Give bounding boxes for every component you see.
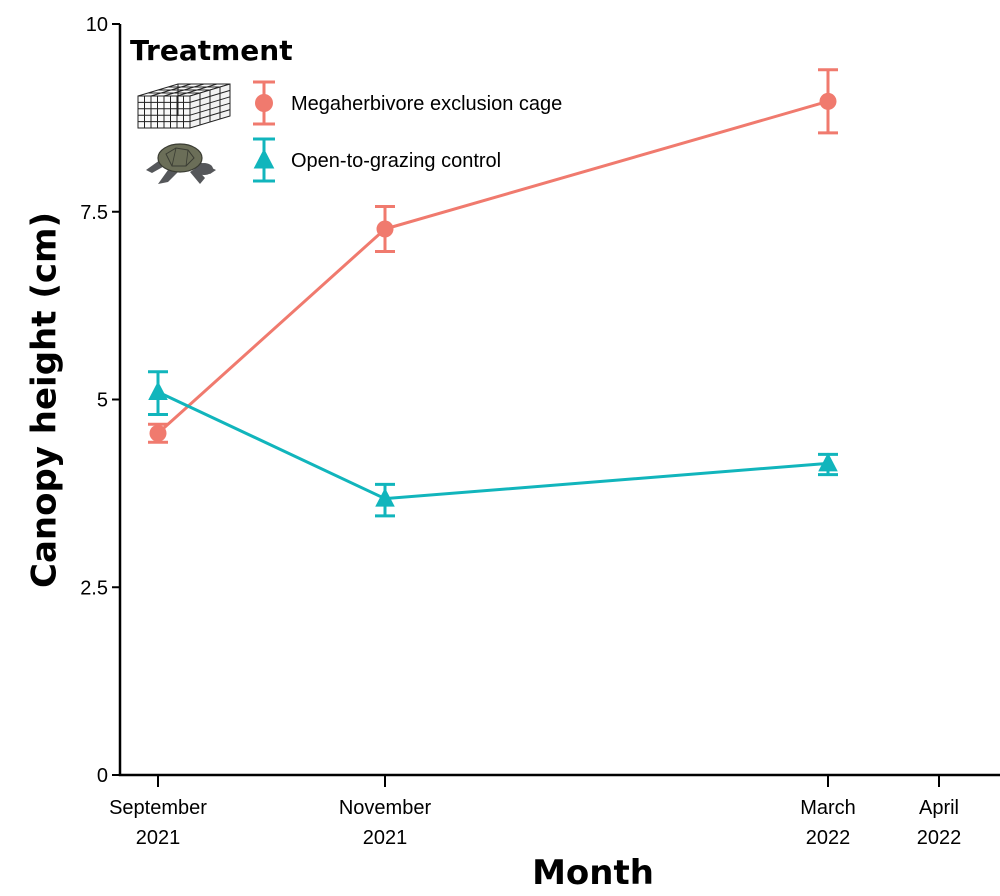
series-triangle [148,370,838,518]
legend-title: Treatment [130,34,293,67]
cage-icon [137,83,231,129]
series-layer [148,68,838,518]
data-point [149,424,167,442]
y-tick-label: 10 [86,14,108,36]
x-tick-label: March 2022 [800,797,856,849]
y-tick-label: 7.5 [80,202,108,224]
y-ticks: 0 2.5 5 7.5 10 [80,14,120,787]
legend: Treatment [130,34,562,184]
x-tick-label: November 2021 [339,797,432,849]
x-axis-title: Month [532,853,654,893]
series-line [157,390,829,501]
legend-label: Open-to-grazing control [291,150,501,172]
y-tick-label: 0 [97,765,108,787]
data-point [375,487,395,507]
data-point [376,220,394,238]
legend-entry: Megaherbivore exclusion cage [253,80,562,126]
legend-entries: Megaherbivore exclusion cage Open-to-graz… [253,80,562,183]
legend-marker [253,148,275,169]
turtle-icon [146,143,216,184]
x-ticks: September 2021 November 2021 March 2022 April 2… [109,775,961,849]
data-point [818,452,838,472]
legend-entry: Open-to-grazing control [253,137,501,183]
series-circle [148,68,838,444]
y-axis-title: Canopy height (cm) [25,212,65,588]
y-tick-label: 5 [97,390,108,412]
x-tick-label: September 2021 [109,797,207,849]
legend-label: Megaherbivore exclusion cage [291,93,562,115]
y-tick-label: 2.5 [80,577,108,599]
legend-marker [255,94,273,112]
data-point [148,381,168,401]
x-tick-label: April 2022 [917,797,962,849]
data-point [819,92,837,110]
